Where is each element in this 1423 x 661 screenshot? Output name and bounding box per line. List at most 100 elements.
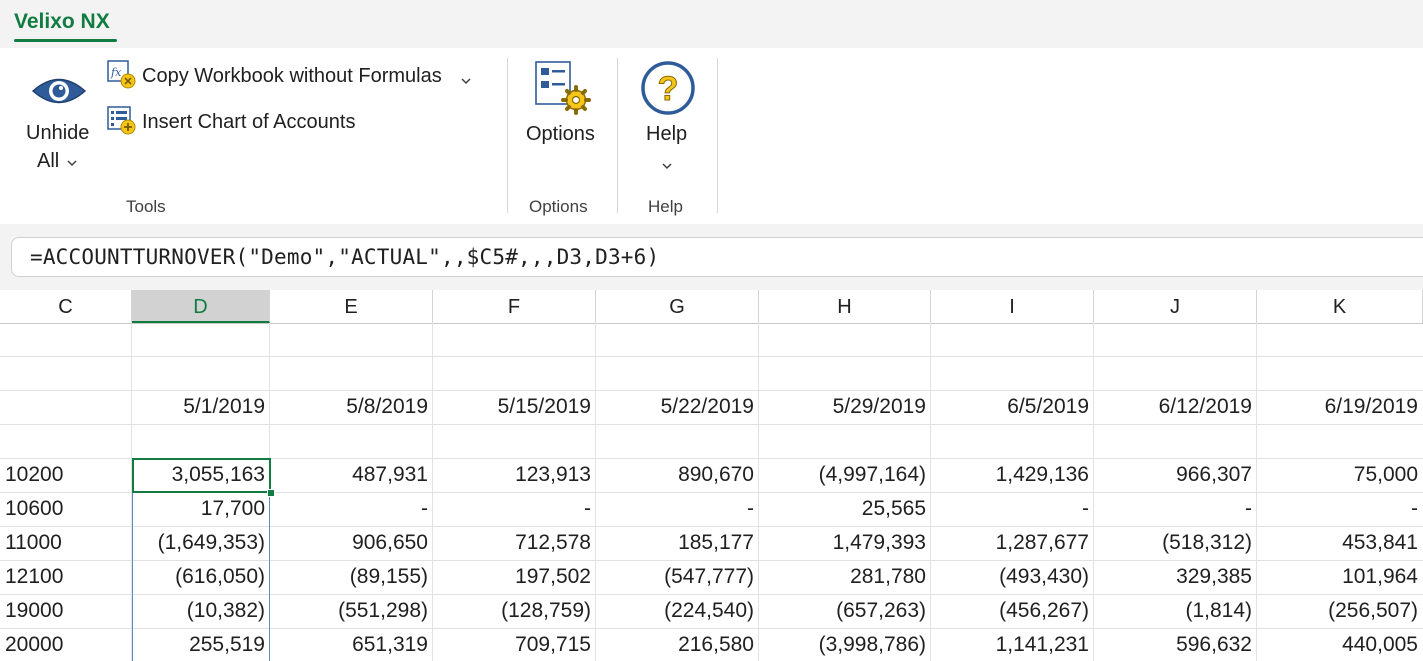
value-cell[interactable]: (1,649,353)	[157, 531, 265, 554]
column-gridline	[1256, 323, 1257, 661]
column-gridline	[595, 323, 596, 661]
formula-bar[interactable]: =ACCOUNTTURNOVER("Demo","ACTUAL",,$C5#,,…	[11, 237, 1423, 277]
column-header-i[interactable]: I	[931, 290, 1094, 323]
row-gridline	[0, 594, 1423, 595]
help-button[interactable]: ? Help	[632, 56, 704, 176]
account-cell[interactable]: 11000	[5, 531, 62, 554]
value-cell[interactable]: 281,780	[850, 565, 926, 588]
active-tab-indicator	[14, 39, 117, 42]
list-add-icon	[107, 106, 137, 141]
column-header-g[interactable]: G	[596, 290, 759, 323]
value-cell[interactable]: (4,997,164)	[818, 463, 926, 486]
value-cell[interactable]: 906,650	[352, 531, 428, 554]
row-gridline	[0, 560, 1423, 561]
value-cell[interactable]: 255,519	[189, 633, 265, 656]
value-cell[interactable]: (493,430)	[999, 565, 1089, 588]
copy-workbook-button[interactable]: fx Copy Workbook without Formulas	[105, 60, 477, 94]
date-header-cell[interactable]: 6/19/2019	[1324, 395, 1418, 418]
value-cell[interactable]: 487,931	[352, 463, 428, 486]
value-cell[interactable]: -	[421, 497, 428, 520]
copy-workbook-label: Copy Workbook without Formulas	[142, 65, 442, 87]
chevron-down-icon	[461, 72, 471, 90]
value-cell[interactable]: 329,385	[1176, 565, 1252, 588]
date-header-cell[interactable]: 5/22/2019	[660, 395, 754, 418]
value-cell[interactable]: 1,287,677	[995, 531, 1089, 554]
date-header-cell[interactable]: 6/12/2019	[1158, 395, 1252, 418]
value-cell[interactable]: (256,507)	[1328, 599, 1418, 622]
date-header-cell[interactable]: 5/15/2019	[497, 395, 591, 418]
date-header-cell[interactable]: 6/5/2019	[1007, 395, 1089, 418]
date-header-cell[interactable]: 5/8/2019	[346, 395, 428, 418]
value-cell[interactable]: (3,998,786)	[818, 633, 926, 656]
group-separator	[617, 58, 618, 213]
value-cell[interactable]: 440,005	[1342, 633, 1418, 656]
value-cell[interactable]: 712,578	[515, 531, 591, 554]
value-cell[interactable]: -	[1245, 497, 1252, 520]
value-cell[interactable]: 651,319	[352, 633, 428, 656]
column-gridline	[930, 323, 931, 661]
value-cell[interactable]: 75,000	[1353, 463, 1418, 486]
value-cell[interactable]: 101,964	[1342, 565, 1418, 588]
value-cell[interactable]: 3,055,163	[171, 463, 265, 486]
worksheet-grid[interactable]: C D E F G H I J K 5/1/2019 5/8/2019 5/15/2…	[0, 290, 1423, 661]
value-cell[interactable]: -	[1082, 497, 1089, 520]
value-cell[interactable]: 1,141,231	[995, 633, 1089, 656]
row-gridline	[0, 356, 1423, 357]
value-cell[interactable]: (551,298)	[338, 599, 428, 622]
value-cell[interactable]: 1,479,393	[832, 531, 926, 554]
date-header-cell[interactable]: 5/29/2019	[832, 395, 926, 418]
active-cell-selection[interactable]	[132, 458, 271, 493]
column-header-k[interactable]: K	[1257, 290, 1423, 323]
value-cell[interactable]: 966,307	[1176, 463, 1252, 486]
value-cell[interactable]: 1,429,136	[995, 463, 1089, 486]
account-cell[interactable]: 10600	[5, 497, 64, 520]
value-cell[interactable]: (657,263)	[836, 599, 926, 622]
options-group-label: Options	[529, 197, 588, 216]
tab-velixo-nx[interactable]: Velixo NX	[14, 10, 110, 33]
row-gridline	[0, 390, 1423, 391]
value-cell[interactable]: 453,841	[1342, 531, 1418, 554]
value-cell[interactable]: -	[747, 497, 754, 520]
ribbon: Unhide All fx Copy Workbook without Form…	[0, 48, 1423, 225]
account-cell[interactable]: 12100	[5, 565, 64, 588]
value-cell[interactable]: 890,670	[678, 463, 754, 486]
column-header-d[interactable]: D	[132, 290, 270, 323]
column-gridline	[1093, 323, 1094, 661]
value-cell[interactable]: (10,382)	[186, 599, 265, 622]
value-cell[interactable]: 216,580	[678, 633, 754, 656]
value-cell[interactable]: 185,177	[678, 531, 754, 554]
value-cell[interactable]: -	[584, 497, 591, 520]
value-cell[interactable]: (616,050)	[175, 565, 265, 588]
column-header-c[interactable]: C	[0, 290, 132, 323]
value-cell[interactable]: (518,312)	[1162, 531, 1252, 554]
column-header-e[interactable]: E	[270, 290, 433, 323]
value-cell[interactable]: 709,715	[515, 633, 591, 656]
value-cell[interactable]: 17,700	[200, 497, 265, 520]
value-cell[interactable]: 596,632	[1176, 633, 1252, 656]
value-cell[interactable]: (224,540)	[664, 599, 754, 622]
account-cell[interactable]: 20000	[5, 633, 64, 656]
date-header-cell[interactable]: 5/1/2019	[183, 395, 265, 418]
fill-handle[interactable]	[267, 489, 275, 497]
value-cell[interactable]: 123,913	[515, 463, 591, 486]
insert-chart-of-accounts-button[interactable]: Insert Chart of Accounts	[105, 106, 375, 140]
svg-text:fx: fx	[110, 66, 122, 79]
value-cell[interactable]: (1,814)	[1185, 599, 1252, 622]
unhide-all-button[interactable]: Unhide All	[16, 60, 104, 180]
column-header-f[interactable]: F	[433, 290, 596, 323]
options-button[interactable]: Options	[520, 56, 606, 156]
row-gridline	[0, 458, 1423, 459]
value-cell[interactable]: -	[1411, 497, 1418, 520]
value-cell[interactable]: 25,565	[861, 497, 926, 520]
column-gridline	[758, 323, 759, 661]
value-cell[interactable]: 197,502	[515, 565, 591, 588]
column-header-h[interactable]: H	[759, 290, 931, 323]
value-cell[interactable]: (547,777)	[664, 565, 754, 588]
column-header-j[interactable]: J	[1094, 290, 1257, 323]
value-cell[interactable]: (128,759)	[501, 599, 591, 622]
value-cell[interactable]: (456,267)	[999, 599, 1089, 622]
account-cell[interactable]: 19000	[5, 599, 64, 622]
account-cell[interactable]: 10200	[5, 463, 64, 486]
value-cell[interactable]: (89,155)	[349, 565, 428, 588]
options-label: Options	[526, 123, 595, 145]
